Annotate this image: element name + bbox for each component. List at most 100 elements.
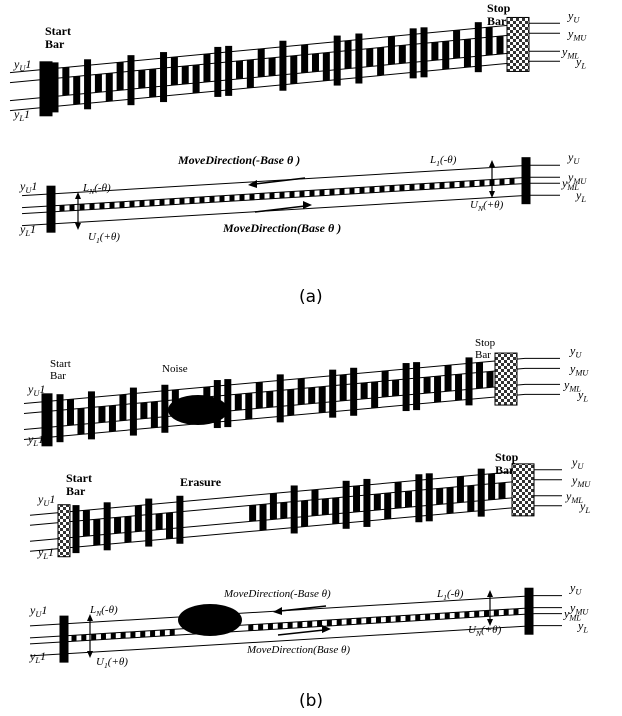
barcode-bar: [329, 189, 335, 196]
barcode-bar: [342, 480, 350, 529]
arrowhead: [87, 651, 93, 658]
reference-line-label: yL: [575, 188, 586, 204]
barcode-bar: [366, 48, 374, 67]
reference-line: [23, 383, 526, 430]
barcode-bar: [94, 74, 102, 93]
barcode-bar: [469, 180, 475, 187]
barcode-bar: [279, 40, 287, 91]
barcode-bar: [389, 185, 395, 192]
stop-bar: [524, 587, 534, 635]
y-upper-left-label: yU1: [19, 179, 37, 195]
barcode-bar: [51, 62, 59, 113]
barcode-bar: [413, 362, 421, 411]
barcode-bar: [129, 201, 135, 208]
barcode-bar: [484, 610, 490, 617]
scan-bars: [29, 587, 562, 663]
stop-bar-label: Stop Bar: [475, 337, 496, 361]
erasure-label: Erasure: [180, 475, 222, 489]
reference-line: [29, 607, 536, 639]
barcode-bar: [140, 402, 148, 419]
barcode-bar: [405, 615, 411, 622]
panel-b-noise-barcode: Start Bar Stop Bar Noise yU1 yL1 yU yMUyMLy…: [23, 337, 589, 448]
reference-line-label: yU: [567, 8, 580, 24]
y-upper-left-label: yU1: [27, 382, 45, 398]
barcode-bar: [444, 612, 450, 619]
panel-b-erasure-barcode: Start Bar Stop Bar Erasure yU1 yL1 yU yMUyM…: [29, 450, 591, 561]
barcode-bar: [66, 399, 74, 426]
barcode-bar: [138, 70, 146, 89]
start-bar: [39, 61, 53, 117]
barcode-bar: [181, 66, 189, 85]
barcode-bar: [289, 191, 295, 198]
barcode-bar: [276, 374, 284, 423]
barcode-bar: [332, 497, 340, 524]
ln-minus-theta-label: LN(-θ): [89, 604, 118, 618]
barcode-bar: [455, 374, 463, 401]
barcode-bar: [155, 513, 163, 530]
barcode-bar: [259, 504, 267, 531]
barcode-bar: [463, 39, 471, 68]
move-direction-positive-label: MoveDirection(Base θ ): [222, 221, 341, 235]
barcode-bar: [79, 204, 85, 211]
start-bar-label: Start Bar: [50, 358, 71, 382]
barcode-bars: [9, 16, 560, 117]
barcode-bar: [145, 498, 153, 547]
y-lower-left-label: yL1: [37, 545, 54, 561]
stop-bar-label: Stop Bar: [495, 450, 519, 477]
barcode-bar: [429, 183, 435, 190]
barcode-bar: [387, 36, 395, 65]
barcode-bar: [239, 194, 245, 201]
barcode-bar: [245, 393, 253, 420]
barcode-bar: [99, 202, 105, 209]
barcode-bar: [311, 53, 319, 72]
barcode-bar: [229, 195, 235, 202]
barcode-bar: [91, 634, 97, 641]
reference-line-label: yU: [569, 343, 582, 359]
barcode-bar: [318, 386, 326, 413]
barcode-bar: [150, 401, 158, 428]
barcode-bar: [149, 69, 157, 98]
barcode-bar: [488, 473, 496, 500]
reference-line: [29, 469, 536, 516]
barcode-bar: [150, 630, 156, 637]
barcode-bar: [119, 201, 125, 208]
barcode-bar: [199, 196, 205, 203]
start-bar: [57, 504, 71, 558]
stop-bar: [494, 352, 518, 406]
noise-blob: [178, 604, 242, 636]
barcode-bar: [81, 634, 87, 641]
y-upper-left-label: yU1: [13, 57, 31, 73]
barcode-bar: [309, 190, 315, 197]
barcode-bar: [431, 42, 439, 61]
barcode-bar: [423, 377, 431, 394]
l1-minus-theta-label: L1(-θ): [436, 588, 464, 602]
barcode-bar: [169, 198, 175, 205]
barcode-bar: [84, 59, 92, 110]
barcode-bar: [119, 394, 127, 421]
barcode-bar: [409, 28, 417, 79]
barcode-bar: [339, 188, 345, 195]
barcode-bar: [166, 512, 174, 539]
barcode-bar: [425, 614, 431, 621]
barcode-bar: [290, 485, 298, 534]
barcode-bar: [269, 192, 275, 199]
reference-line-label: yL: [575, 54, 586, 70]
barcode-bar: [474, 22, 482, 73]
arrowhead: [489, 160, 495, 167]
barcode-bar: [159, 199, 165, 206]
barcode-bar: [189, 197, 195, 204]
barcode-bar: [129, 387, 137, 436]
barcode-bar: [224, 379, 232, 428]
barcode-bar: [77, 408, 85, 435]
reference-line: [23, 357, 526, 404]
barcode-bar: [149, 199, 155, 206]
barcode-bar: [385, 616, 391, 623]
barcode-bar: [498, 482, 506, 499]
reference-line: [21, 194, 531, 227]
barcode-bar: [459, 181, 465, 188]
barcode-bar: [225, 45, 233, 96]
barcode-bar: [209, 196, 215, 203]
noise-blob: [168, 395, 228, 425]
